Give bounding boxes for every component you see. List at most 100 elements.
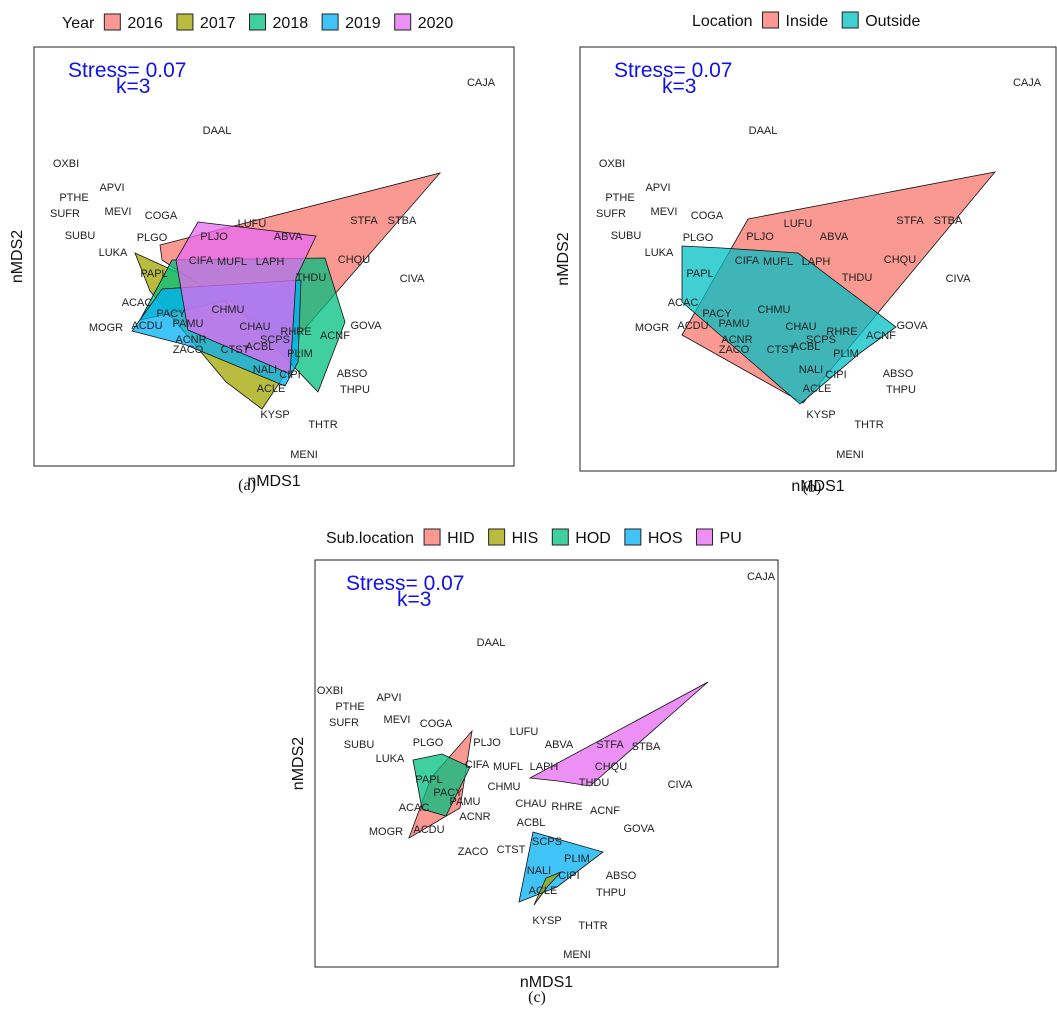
species-label: PLGO xyxy=(137,232,168,244)
species-label: ACLE xyxy=(529,885,558,897)
species-label: DAAL xyxy=(203,125,232,137)
species-label: PAMU xyxy=(719,318,750,330)
species-label: MENI xyxy=(290,449,318,461)
species-label: STBA xyxy=(934,215,963,227)
species-label: ACNR xyxy=(175,334,206,346)
species-label: APVI xyxy=(645,182,670,194)
species-label: PLJO xyxy=(200,231,228,243)
legend-label-2019: 2019 xyxy=(345,15,381,32)
legend-swatch-Inside xyxy=(762,11,779,29)
species-label: LAPH xyxy=(530,761,559,773)
species-label: ACAC xyxy=(399,802,430,814)
species-label: LUKA xyxy=(645,247,674,259)
species-label: LAPH xyxy=(256,256,285,268)
panel-caption: (c) xyxy=(528,989,546,1006)
k-text: k=3 xyxy=(397,588,431,611)
species-label: ACBL xyxy=(517,817,546,829)
legend-title: Location xyxy=(692,13,753,30)
hull-HIS xyxy=(533,871,562,906)
species-label: LUFU xyxy=(784,218,813,230)
species-label: KYSP xyxy=(260,409,289,421)
species-label: CHQU xyxy=(884,254,916,266)
species-label: ACDU xyxy=(131,320,162,332)
species-label: ACNR xyxy=(721,334,752,346)
legend-swatch-HID xyxy=(423,528,441,546)
legend-label-2018: 2018 xyxy=(273,15,309,32)
species-label: STBA xyxy=(632,741,661,753)
legend-swatch-HOS xyxy=(624,528,642,546)
species-label: NALI xyxy=(799,364,823,376)
species-label: SUBU xyxy=(65,230,96,242)
species-label: ABVA xyxy=(274,231,303,243)
species-label: CHMU xyxy=(488,781,521,793)
species-label: PLJO xyxy=(746,231,774,243)
species-label: GOVA xyxy=(897,320,929,332)
legend-label-2016: 2016 xyxy=(127,15,163,32)
species-label: STBA xyxy=(388,215,417,227)
hull-2020 xyxy=(175,221,317,375)
legend-label-HOD: HOD xyxy=(575,530,611,547)
legend-label-Outside: Outside xyxy=(865,13,920,30)
species-label: PAPL xyxy=(415,774,442,786)
species-label: OXBI xyxy=(599,158,625,170)
species-label: DAAL xyxy=(477,637,506,649)
species-label: ACDU xyxy=(677,320,708,332)
stress-text: Stress= 0.07 xyxy=(68,59,186,82)
species-label: THPU xyxy=(340,384,370,396)
species-label: CIPI xyxy=(825,369,846,381)
species-label: CIFA xyxy=(465,759,490,771)
species-label: SCPS xyxy=(260,334,290,346)
species-label: MUFL xyxy=(763,256,793,268)
species-label: CIVA xyxy=(668,779,694,791)
plot-frame xyxy=(314,559,779,968)
species-label: PLGO xyxy=(413,737,444,749)
species-label: SCPS xyxy=(532,836,562,848)
species-label: ZACO xyxy=(458,846,489,858)
species-label: KYSP xyxy=(806,409,835,421)
species-label: PACY xyxy=(702,308,732,320)
species-label: MOGR xyxy=(635,322,669,334)
legend-swatch-2019 xyxy=(321,13,339,31)
k-text: k=3 xyxy=(116,75,150,98)
species-label: CHAU xyxy=(515,798,546,810)
species-label: DAAL xyxy=(749,125,778,137)
species-label: ABSO xyxy=(606,870,637,882)
y-axis-label: nMDS2 xyxy=(555,232,572,285)
legend-swatch-2018 xyxy=(249,13,267,31)
species-label: SUBU xyxy=(344,739,375,751)
species-label: PTHE xyxy=(605,192,634,204)
species-label: CIVA xyxy=(400,273,426,285)
panel-caption: (b) xyxy=(803,479,822,496)
species-label: SUFR xyxy=(50,208,80,220)
species-label: SUFR xyxy=(329,717,359,729)
species-label: ABVA xyxy=(820,231,849,243)
species-label: THTR xyxy=(854,419,883,431)
legend-swatch-PU xyxy=(696,528,714,546)
legend-label-2020: 2020 xyxy=(418,15,454,32)
species-label: PAMU xyxy=(450,796,481,808)
legend-swatch-2017 xyxy=(176,13,194,31)
stress-text: Stress= 0.07 xyxy=(346,572,464,595)
species-label: ACLE xyxy=(257,383,286,395)
species-label: MEVI xyxy=(384,714,411,726)
species-label: LUFU xyxy=(238,218,267,230)
species-label: CAJA xyxy=(747,571,776,583)
species-label: THPU xyxy=(596,887,626,899)
species-label: APVI xyxy=(376,692,401,704)
species-label: ACBL xyxy=(792,341,821,353)
species-label: SUFR xyxy=(596,208,626,220)
species-label: OXBI xyxy=(53,158,79,170)
x-axis-label: nMDS1 xyxy=(791,478,844,495)
species-label: ZACO xyxy=(719,344,750,356)
species-label: ACAC xyxy=(668,297,699,309)
species-label: CIFA xyxy=(189,255,214,267)
species-label: CIVA xyxy=(946,273,972,285)
species-label: MUFL xyxy=(217,256,247,268)
x-axis-label: nMDS1 xyxy=(520,974,573,991)
species-label: STFA xyxy=(596,739,624,751)
species-label: CAJA xyxy=(1013,77,1042,89)
species-label: ACNF xyxy=(866,330,896,342)
species-label: LUKA xyxy=(99,247,128,259)
panel-c: CAJA DAAL OXBI APVI PTHE MEVI SUFR COGA SUBU PLGO… xyxy=(290,528,779,1006)
